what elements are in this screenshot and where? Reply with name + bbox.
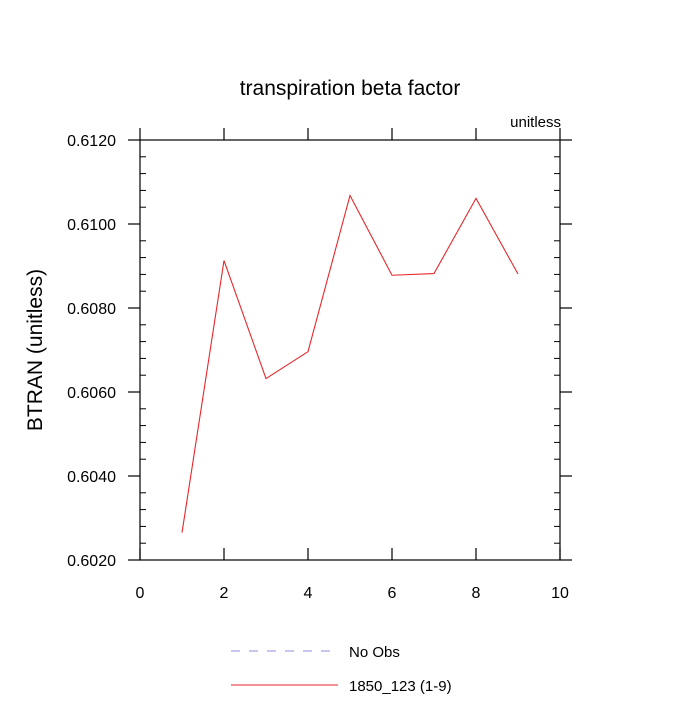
legend-label: 1850_123 (1-9) [349, 678, 452, 695]
x-tick-label: 8 [472, 585, 481, 602]
y-tick-label: 0.6020 [67, 553, 116, 570]
x-tick-label: 10 [551, 585, 569, 602]
legend: No Obs 1850_123 (1-9) [231, 644, 452, 695]
x-tick-label: 4 [304, 585, 313, 602]
plot-frame [139, 139, 561, 561]
x-tick-label: 2 [220, 585, 229, 602]
y-tick-label: 0.6100 [67, 217, 116, 234]
chart-subtitle-units: unitless [510, 114, 561, 131]
y-tick-label: 0.6040 [67, 469, 116, 486]
chart-title: transpiration beta factor [240, 77, 461, 100]
axis-tick-labels: 0 2 4 6 8 10 0.6020 0.6040 0.6060 0.6080 0.6100 0.6… [67, 133, 569, 602]
y-tick-label: 0.6120 [67, 133, 116, 150]
x-tick-label: 6 [388, 585, 397, 602]
series-line-1850-123-1-9- [181, 193, 519, 533]
axis-ticks [128, 128, 572, 561]
x-tick-label: 0 [136, 585, 145, 602]
y-axis-label: BTRAN (unitless) [24, 269, 47, 431]
series-lines [181, 193, 519, 533]
y-tick-label: 0.6060 [67, 385, 116, 402]
legend-label: No Obs [349, 644, 400, 661]
y-tick-label: 0.6080 [67, 301, 116, 318]
